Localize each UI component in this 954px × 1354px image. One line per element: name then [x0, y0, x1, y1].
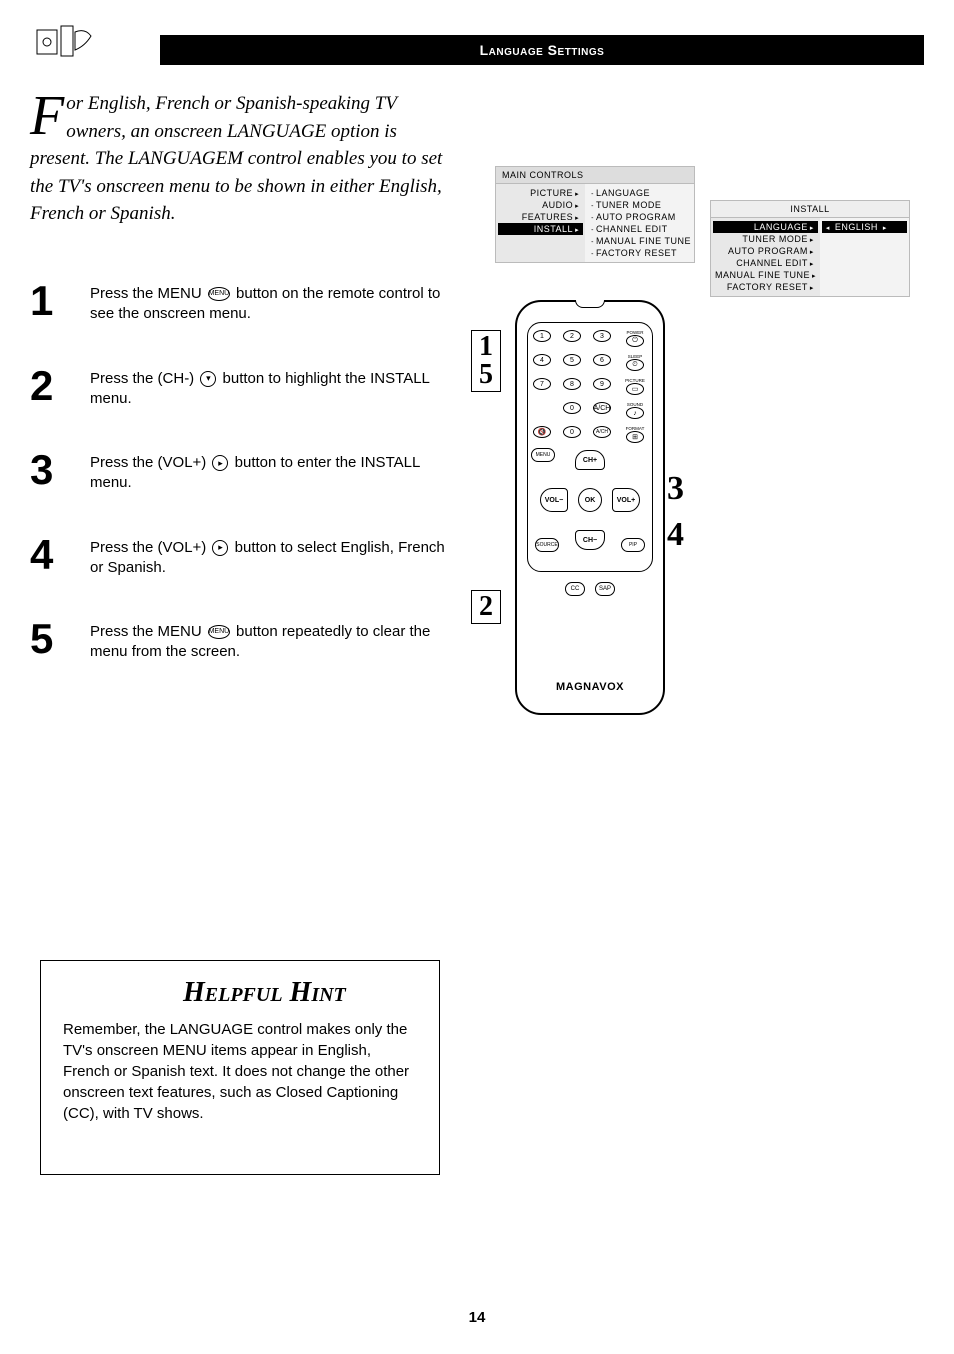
- corner-decor-icon: [35, 22, 95, 62]
- numpad-button: 0: [563, 402, 581, 414]
- side-icon-button: ♪: [626, 407, 644, 419]
- step-number: 1: [30, 280, 70, 322]
- remote-illustration: 1 5 2 3 4 123 POWER⏻ 456 SLEEP⏲ 789 PICTURE▭ 0…: [495, 300, 695, 715]
- callout-4: 4: [667, 516, 684, 554]
- side-icon-button: ⊞: [626, 431, 644, 443]
- numpad-button: 6: [593, 354, 611, 366]
- step-text: Press the (CH-) ▾ button to highlight th…: [90, 365, 450, 410]
- ach-button: A/CH: [593, 426, 611, 438]
- osd-install-left-item: TUNER MODE▸: [715, 233, 816, 245]
- step-number: 5: [30, 618, 70, 660]
- numpad-button: 0: [563, 426, 581, 438]
- menu-icon: MENU: [208, 625, 230, 639]
- vol-plus-button: VOL+: [612, 488, 640, 512]
- osd-main-left-item: INSTALL▸: [498, 223, 583, 235]
- header-title: Language Settings: [480, 42, 605, 58]
- osd-main-right-item: -LANGUAGE: [589, 187, 690, 199]
- ch-plus-button: CH+: [575, 450, 605, 470]
- numpad-button: 4: [533, 354, 551, 366]
- nav-cross: CH+ CH− VOL− VOL+ OK: [540, 450, 640, 550]
- osd-main-controls: MAIN CONTROLS PICTURE▸AUDIO▸FEATURES▸INS…: [495, 166, 695, 263]
- cc-button: CC: [565, 582, 585, 596]
- mute-button: 🔇: [533, 426, 551, 438]
- pip-button: PIP: [621, 538, 645, 552]
- ▾-icon: ▾: [200, 371, 216, 387]
- numpad-button: 5: [563, 354, 581, 366]
- step-text: Press the MENU MENU button on the remote…: [90, 280, 450, 325]
- side-icon-button: ⏲: [626, 359, 644, 371]
- callout-2: 2: [479, 593, 493, 621]
- numpad-button: 9: [593, 378, 611, 390]
- page-header: Language Settings: [160, 35, 924, 65]
- numpad-button: A/CH: [593, 402, 611, 414]
- side-icon-button: ⏻: [626, 335, 644, 347]
- numpad-button: 7: [533, 378, 551, 390]
- step-item: 4 Press the (VOL+) ▸ button to select Eng…: [30, 534, 450, 579]
- step-text: Press the (VOL+) ▸ button to select Engl…: [90, 534, 450, 579]
- helpful-hint-box: Helpful Hint Remember, the LANGUAGE cont…: [40, 960, 440, 1175]
- side-button-group: PICTURE▭: [623, 378, 647, 398]
- side-button-group: FORMAT⊞: [623, 426, 647, 446]
- callout-box-2: 2: [471, 590, 501, 624]
- step-text: Press the (VOL+) ▸ button to enter the I…: [90, 449, 450, 494]
- osd-main-right-item: -AUTO PROGRAM: [589, 211, 690, 223]
- dropcap: F: [30, 90, 66, 138]
- vol-minus-button: VOL−: [540, 488, 568, 512]
- source-button: SOURCE: [535, 538, 559, 552]
- osd-install-value: ◂ ENGLISH ▸: [822, 221, 907, 233]
- osd-install-menu: INSTALL LANGUAGE▸TUNER MODE▸AUTO PROGRAM…: [710, 200, 910, 297]
- numpad-button: 3: [593, 330, 611, 342]
- osd-main-left-item: PICTURE▸: [500, 187, 581, 199]
- side-icon-button: ▭: [626, 383, 644, 395]
- steps-list: 1 Press the MENU MENU button on the remot…: [30, 280, 450, 703]
- intro-text: or English, French or Spanish-speaking T…: [30, 93, 442, 224]
- osd-main-right-item: -FACTORY RESET: [589, 247, 690, 259]
- osd-main-left-item: FEATURES▸: [500, 211, 581, 223]
- step-number: 4: [30, 534, 70, 576]
- callout-5: 5: [479, 361, 493, 389]
- remote-notch: [575, 300, 605, 308]
- numpad-button: 2: [563, 330, 581, 342]
- side-button-group: SOUND♪: [623, 402, 647, 422]
- osd-install-left-item: LANGUAGE▸: [713, 221, 818, 233]
- step-item: 5 Press the MENU MENU button repeatedly t…: [30, 618, 450, 663]
- page-number: 14: [0, 1309, 954, 1326]
- osd-install-left-item: CHANNEL EDIT▸: [715, 257, 816, 269]
- hint-title: Helpful Hint: [183, 977, 417, 1009]
- numpad-button: 1: [533, 330, 551, 342]
- osd-main-left-item: AUDIO▸: [500, 199, 581, 211]
- side-button-group: POWER⏻: [623, 330, 647, 350]
- ▸-icon: ▸: [212, 540, 228, 556]
- callout-3: 3: [667, 470, 684, 508]
- hint-text: Remember, the LANGUAGE control makes onl…: [63, 1019, 417, 1124]
- sap-button: SAP: [595, 582, 615, 596]
- osd-main-right-item: -MANUAL FINE TUNE: [589, 235, 690, 247]
- step-item: 1 Press the MENU MENU button on the remot…: [30, 280, 450, 325]
- step-item: 3 Press the (VOL+) ▸ button to enter the …: [30, 449, 450, 494]
- osd-install-left-item: AUTO PROGRAM▸: [715, 245, 816, 257]
- osd-main-title: MAIN CONTROLS: [495, 166, 695, 183]
- osd-main-right-item: -TUNER MODE: [589, 199, 690, 211]
- remote-brand: MAGNAVOX: [517, 681, 663, 693]
- ▸-icon: ▸: [212, 455, 228, 471]
- side-button-group: SLEEP⏲: [623, 354, 647, 374]
- osd-main-right-item: -CHANNEL EDIT: [589, 223, 690, 235]
- osd-install-left-item: FACTORY RESET▸: [715, 281, 816, 293]
- step-text: Press the MENU MENU button repeatedly to…: [90, 618, 450, 663]
- menu-icon: MENU: [208, 287, 230, 301]
- callout-1: 1: [479, 333, 493, 361]
- step-number: 2: [30, 365, 70, 407]
- callout-box-1-5: 1 5: [471, 330, 501, 392]
- step-item: 2 Press the (CH-) ▾ button to highlight t…: [30, 365, 450, 410]
- intro-paragraph: F or English, French or Spanish-speaking…: [30, 90, 450, 228]
- ch-minus-button: CH−: [575, 530, 605, 550]
- step-number: 3: [30, 449, 70, 491]
- osd-install-left-item: MANUAL FINE TUNE▸: [715, 269, 816, 281]
- osd-install-title: INSTALL: [710, 200, 910, 217]
- numpad-button: 8: [563, 378, 581, 390]
- remote-body: 123 POWER⏻ 456 SLEEP⏲ 789 PICTURE▭ 0 A/CH SOUND♪…: [515, 300, 665, 715]
- ok-button: OK: [578, 488, 602, 512]
